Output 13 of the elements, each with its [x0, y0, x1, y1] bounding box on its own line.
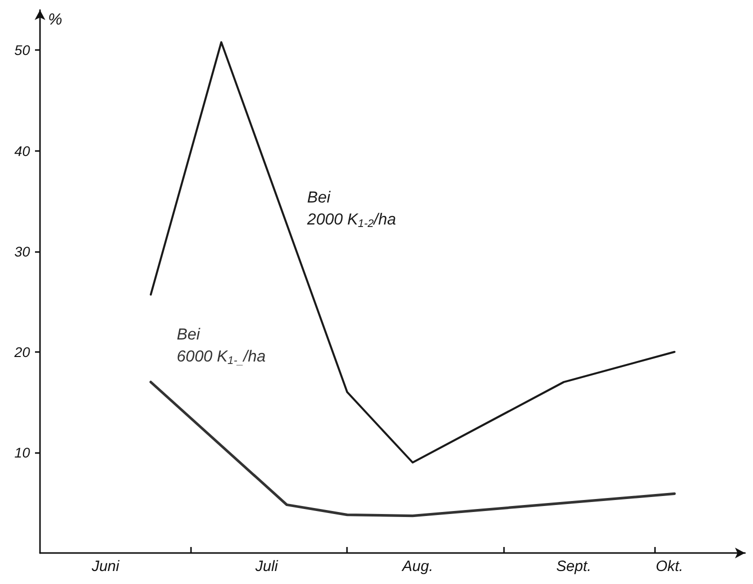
x-tick-label: Aug. [401, 558, 434, 575]
x-tick-label: Juni [90, 558, 120, 575]
y-tick-label: 10 [14, 444, 30, 460]
line-series [149, 380, 676, 518]
y-tick-label: 20 [13, 344, 30, 360]
line-series [150, 41, 676, 464]
y-axis-title: % [48, 12, 62, 28]
y-tick-label: 30 [14, 243, 30, 260]
x-tick-label: Okt. [656, 558, 684, 575]
x-tick-label: Sept. [556, 558, 592, 575]
y-tick-label: 50 [14, 42, 30, 58]
x-tick-label: Juli [254, 558, 279, 575]
y-tick-label: 40 [14, 142, 30, 159]
